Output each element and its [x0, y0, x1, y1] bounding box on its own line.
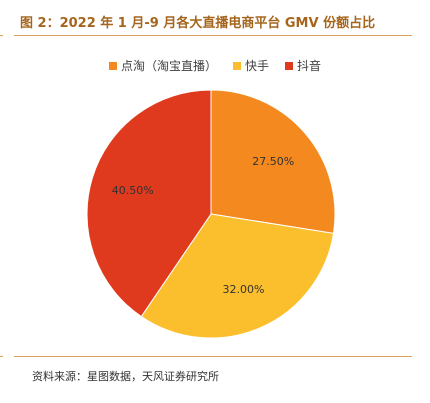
legend-label-douyin: 抖音: [297, 59, 322, 73]
data-label-douyin: 40.50%: [112, 184, 154, 197]
legend-swatch-kuaishou: [232, 61, 241, 70]
left-margin-tick: [0, 356, 3, 357]
legend: 点淘（淘宝直播） 快手 抖音: [0, 57, 430, 74]
legend-swatch-douyin: [285, 61, 293, 70]
legend-swatch-diantao: [108, 61, 117, 70]
slice-diantao: [210, 89, 336, 234]
slice-kuaishou: [140, 213, 335, 339]
source-note: 资料来源：星图数据，天风证券研究所: [32, 370, 219, 383]
chart-title: 图 2：2022 年 1 月-9 月各大直播电商平台 GMV 份额占比: [20, 16, 376, 31]
legend-label-kuaishou: 快手: [244, 59, 269, 73]
legend-label-diantao: 点淘（淘宝直播）: [120, 59, 217, 73]
left-margin-tick: [0, 35, 3, 36]
legend-item-diantao: 点淘（淘宝直播）: [108, 57, 217, 74]
source-divider: [14, 356, 412, 357]
data-label-kuaishou: 32.00%: [223, 283, 265, 296]
data-label-diantao: 27.50%: [252, 155, 294, 168]
slice-douyin: [86, 89, 212, 318]
legend-item-douyin: 抖音: [285, 57, 321, 74]
legend-item-kuaishou: 快手: [232, 57, 269, 74]
title-divider: [14, 35, 412, 36]
